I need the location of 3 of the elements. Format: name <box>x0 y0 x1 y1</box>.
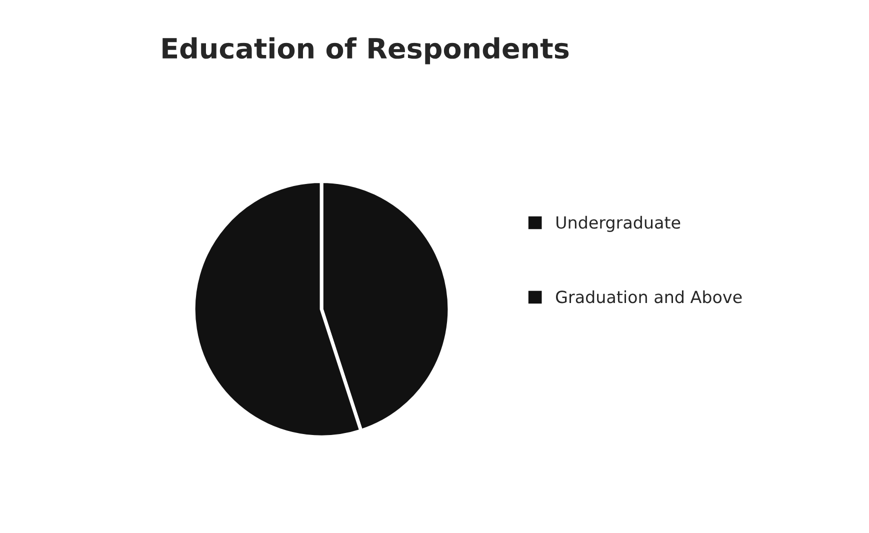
legend-label: Graduation and Above <box>556 290 742 304</box>
chart-title: Education of Respondents <box>162 37 569 64</box>
legend-label: Undergraduate <box>556 216 680 232</box>
